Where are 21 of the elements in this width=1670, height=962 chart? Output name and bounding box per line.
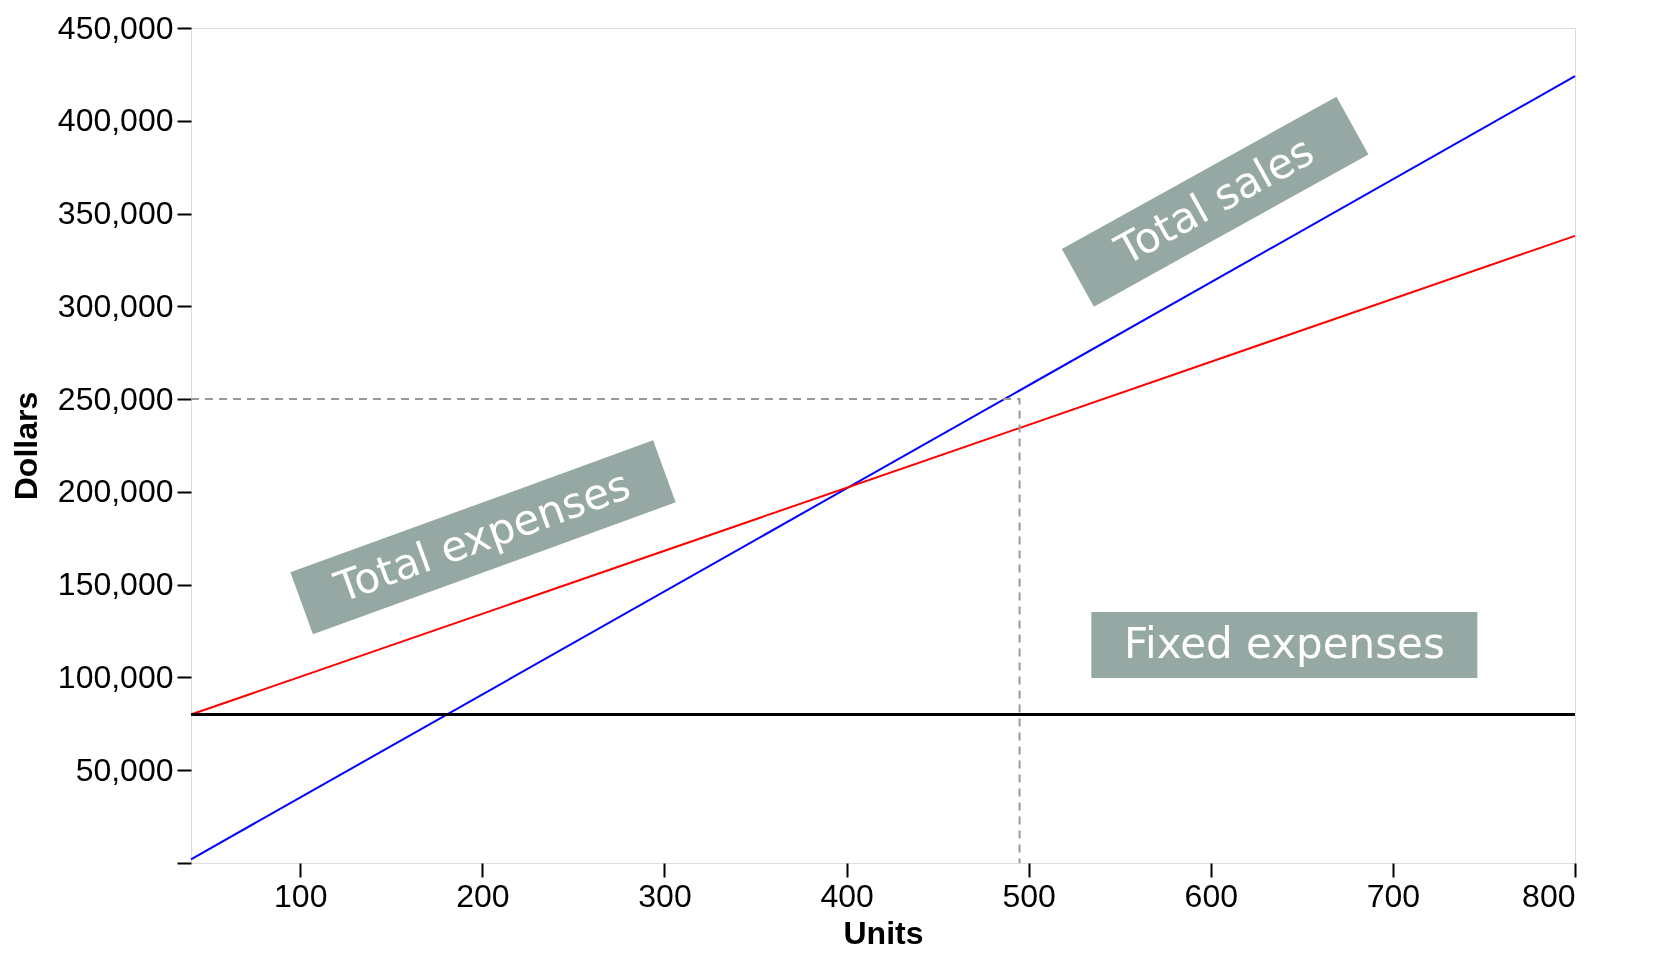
y-axis-title: Dollars (7, 391, 44, 501)
y-tick-label: 150,000 (57, 566, 174, 603)
y-tick-label: 450,000 (57, 9, 174, 46)
y-tick-label: 100,000 (57, 658, 174, 695)
x-tick-label: 100 (274, 877, 328, 914)
y-tick-label: 400,000 (57, 102, 174, 139)
y-tick-label: 350,000 (57, 195, 174, 232)
x-axis-title: Units (843, 914, 924, 951)
x-tick-label: 500 (1002, 877, 1056, 914)
annotation: Total sales (1106, 125, 1322, 276)
y-tick-label: 200,000 (57, 473, 174, 510)
x-tick-label: 200 (456, 877, 510, 914)
y-tick-label: 50,000 (75, 751, 174, 788)
x-tick-label: 600 (1184, 877, 1238, 914)
x-tick-label: 700 (1366, 877, 1421, 914)
y-tick-label: 300,000 (57, 287, 174, 324)
x-tick-label: 800 (1522, 877, 1576, 914)
x-tick-label: 400 (820, 877, 874, 914)
y-tick-label: 250,000 (57, 380, 174, 417)
x-tick-label: 300 (638, 877, 692, 914)
annotation: Fixed expenses (1123, 619, 1445, 669)
